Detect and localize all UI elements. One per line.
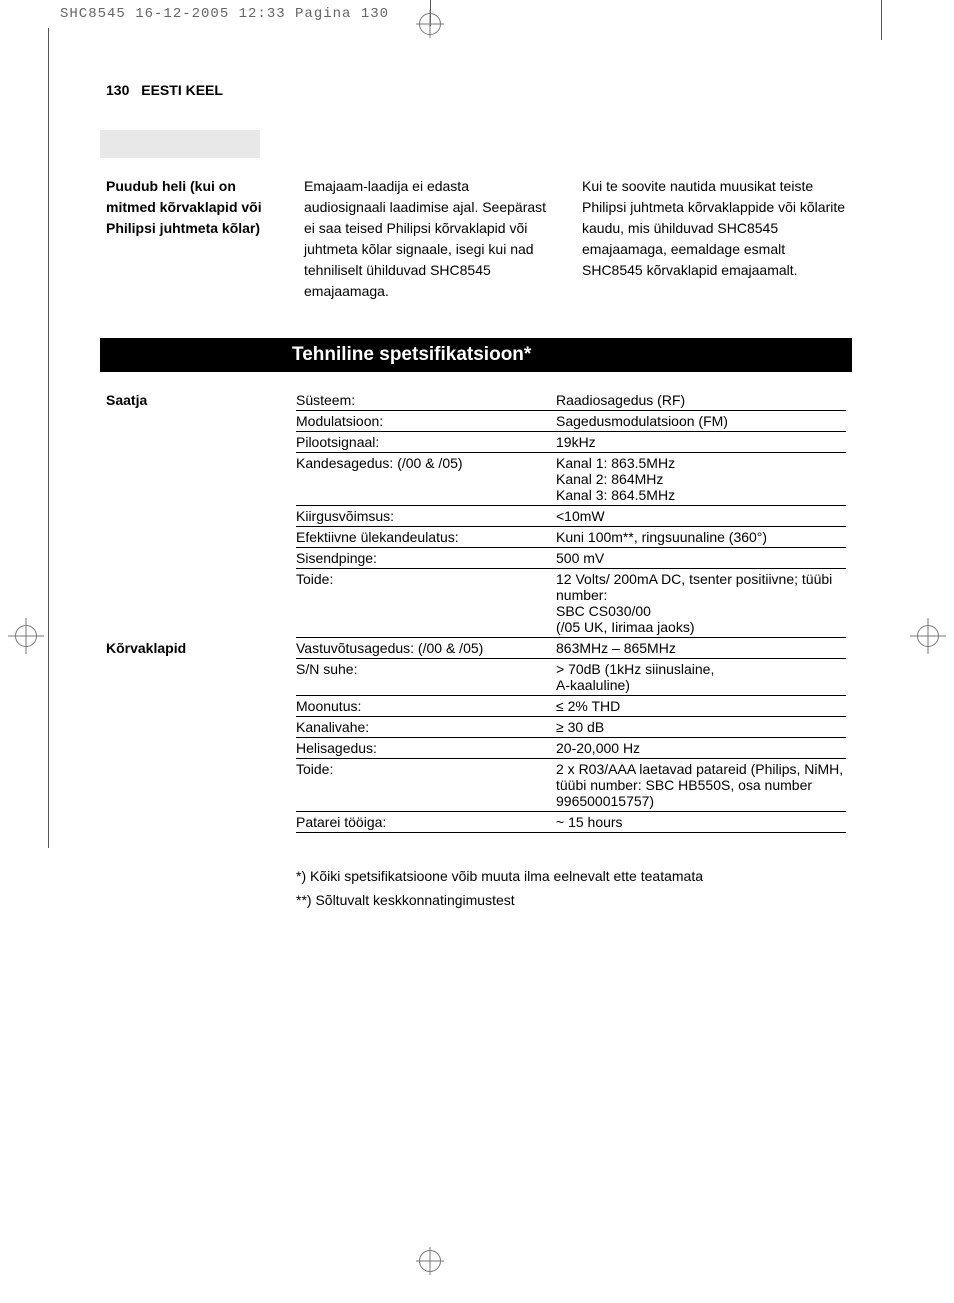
spec-value: 2 x R03/AAA laetavad patareid (Philips, … — [556, 761, 846, 809]
footnote-2: **) Sõltuvalt keskkonnatingimustest — [296, 889, 846, 913]
spec-value: Kanal 1: 863.5MHz Kanal 2: 864MHz Kanal … — [556, 455, 846, 503]
spec-rows: Vastuvõtusagedus: (/00 & /05)863MHz – 86… — [296, 638, 846, 833]
footnotes: *) Kõiki spetsifikatsioone võib muuta il… — [296, 865, 846, 913]
spec-key: Toide: — [296, 761, 556, 809]
running-head: 130 EESTI KEEL — [106, 82, 846, 98]
spec-key: Vastuvõtusagedus: (/00 & /05) — [296, 640, 556, 656]
spec-key: Modulatsioon: — [296, 413, 556, 429]
spec-value: Kuni 100m**, ringsuunaline (360°) — [556, 529, 846, 545]
spec-key: Helisagedus: — [296, 740, 556, 756]
spec-key: Toide: — [296, 571, 556, 635]
registration-mark-bottom — [416, 1247, 444, 1275]
registration-mark-left — [8, 618, 44, 654]
page-content: 130 EESTI KEEL Puudub heli (kui on mitme… — [106, 82, 846, 913]
spec-row: Kiirgusvõimsus:<10mW — [296, 506, 846, 527]
spec-value: <10mW — [556, 508, 846, 524]
spec-value: 12 Volts/ 200mA DC, tsenter positiivne; … — [556, 571, 846, 635]
spec-row: Süsteem:Raadiosagedus (RF) — [296, 390, 846, 411]
spec-key: S/N suhe: — [296, 661, 556, 693]
spec-row: S/N suhe:> 70dB (1kHz siinuslaine, A-kaa… — [296, 659, 846, 696]
spec-value: 19kHz — [556, 434, 846, 450]
spec-row: Modulatsioon:Sagedusmodulatsioon (FM) — [296, 411, 846, 432]
registration-mark-top — [416, 10, 444, 38]
spec-value: ≥ 30 dB — [556, 719, 846, 735]
spec-section: Saatja Süsteem:Raadiosagedus (RF)Modulat… — [106, 390, 846, 833]
registration-mark-right — [910, 618, 946, 654]
page-number: 130 — [106, 82, 129, 98]
spec-value: > 70dB (1kHz siinuslaine, A-kaaluline) — [556, 661, 846, 693]
spec-value: Sagedusmodulatsioon (FM) — [556, 413, 846, 429]
spec-group-transmitter: Saatja Süsteem:Raadiosagedus (RF)Modulat… — [106, 390, 846, 638]
spec-row: Toide:2 x R03/AAA laetavad patareid (Phi… — [296, 759, 846, 812]
spec-key: Efektiivne ülekandeulatus: — [296, 529, 556, 545]
language-label: EESTI KEEL — [141, 82, 223, 98]
spec-key: Patarei tööiga: — [296, 814, 556, 830]
spec-value: 500 mV — [556, 550, 846, 566]
troubleshoot-cause: Emajaam-laadija ei edasta audiosignaali … — [304, 176, 554, 302]
spec-key: Moonutus: — [296, 698, 556, 714]
spec-row: Efektiivne ülekandeulatus:Kuni 100m**, r… — [296, 527, 846, 548]
spec-row: Pilootsignaal:19kHz — [296, 432, 846, 453]
spec-row: Kandesagedus: (/00 & /05)Kanal 1: 863.5M… — [296, 453, 846, 506]
spec-value: 863MHz – 865MHz — [556, 640, 846, 656]
spec-row: Toide:12 Volts/ 200mA DC, tsenter positi… — [296, 569, 846, 638]
crop-mark — [881, 0, 882, 40]
spec-row: Patarei tööiga:~ 15 hours — [296, 812, 846, 833]
crop-mark — [48, 28, 49, 848]
spec-row: Helisagedus:20-20,000 Hz — [296, 738, 846, 759]
spec-key: Pilootsignaal: — [296, 434, 556, 450]
spec-group-name: Kõrvaklapid — [106, 638, 296, 833]
spec-key: Kandesagedus: (/00 & /05) — [296, 455, 556, 503]
spec-row: Sisendpinge:500 mV — [296, 548, 846, 569]
grey-divider-block — [100, 130, 260, 158]
troubleshoot-solution: Kui te soovite nautida muusikat teiste P… — [582, 176, 846, 302]
print-header: SHC8545 16-12-2005 12:33 Pagina 130 — [60, 6, 389, 22]
footnote-1: *) Kõiki spetsifikatsioone võib muuta il… — [296, 865, 846, 889]
spec-value: ≤ 2% THD — [556, 698, 846, 714]
section-title-bar: Tehniline spetsifikatsioon* — [100, 338, 852, 372]
spec-value: 20-20,000 Hz — [556, 740, 846, 756]
spec-key: Süsteem: — [296, 392, 556, 408]
spec-group-name: Saatja — [106, 390, 296, 638]
spec-key: Kanalivahe: — [296, 719, 556, 735]
spec-row: Moonutus:≤ 2% THD — [296, 696, 846, 717]
troubleshoot-label: Puudub heli (kui on mitmed kõrvaklapid v… — [106, 176, 276, 302]
spec-key: Kiirgusvõimsus: — [296, 508, 556, 524]
spec-rows: Süsteem:Raadiosagedus (RF)Modulatsioon:S… — [296, 390, 846, 638]
spec-row: Vastuvõtusagedus: (/00 & /05)863MHz – 86… — [296, 638, 846, 659]
spec-value: ~ 15 hours — [556, 814, 846, 830]
spec-value: Raadiosagedus (RF) — [556, 392, 846, 408]
spec-group-headphones: Kõrvaklapid Vastuvõtusagedus: (/00 & /05… — [106, 638, 846, 833]
spec-key: Sisendpinge: — [296, 550, 556, 566]
spec-row: Kanalivahe:≥ 30 dB — [296, 717, 846, 738]
troubleshoot-row: Puudub heli (kui on mitmed kõrvaklapid v… — [106, 158, 846, 302]
